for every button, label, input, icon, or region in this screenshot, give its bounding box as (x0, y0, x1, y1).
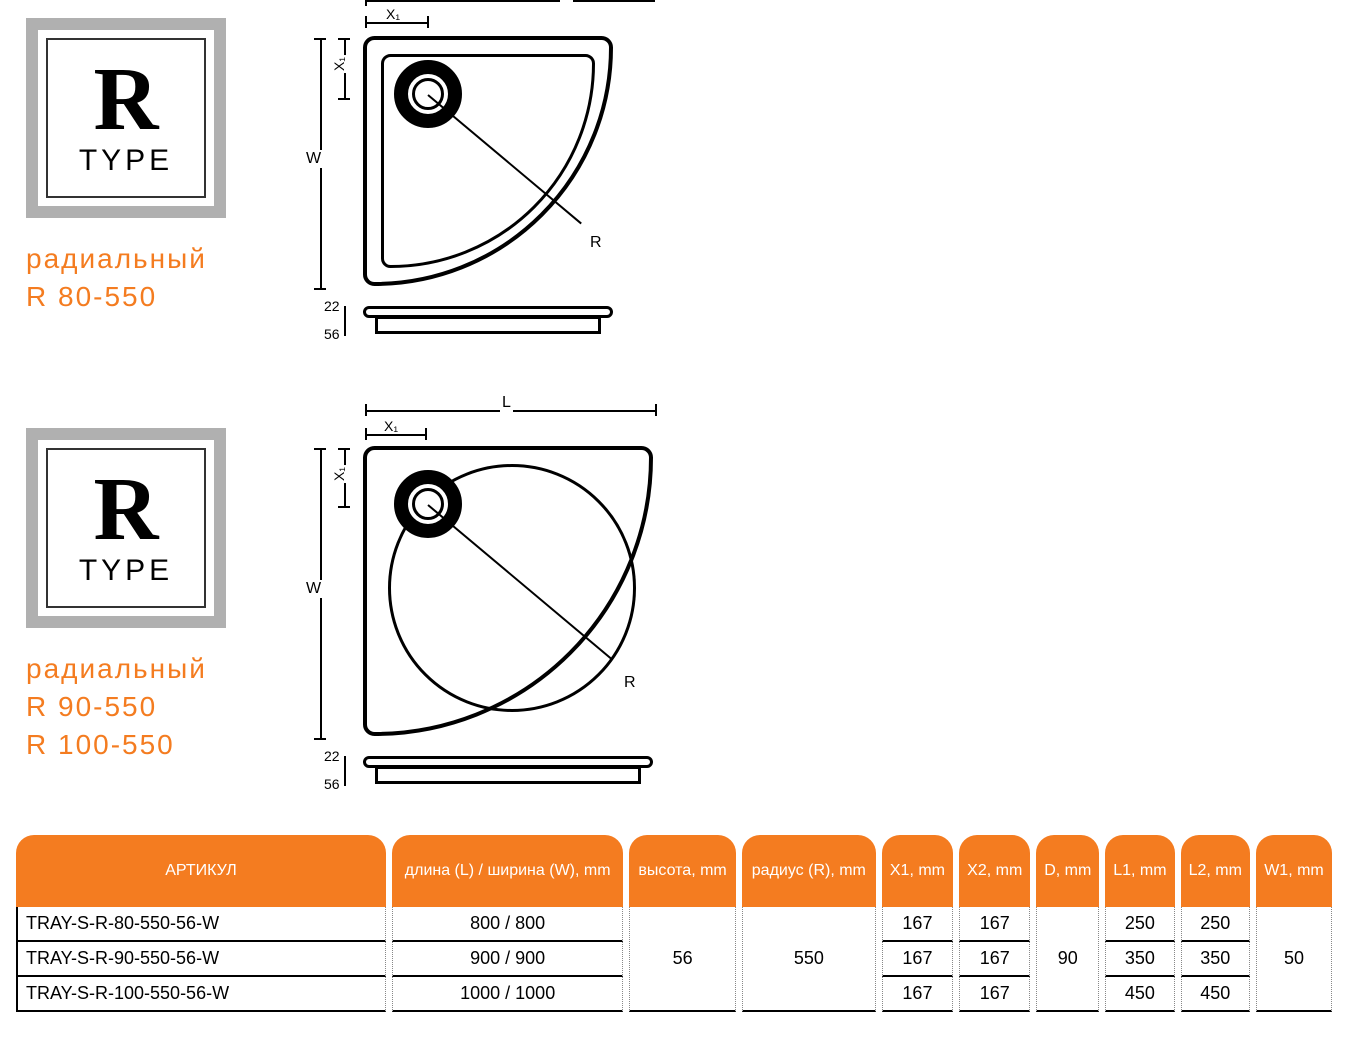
th-h: высота, mm (629, 835, 736, 907)
badge-1-title: радиальный (26, 240, 207, 278)
tick (427, 16, 429, 28)
cell-l1: 450 (1105, 977, 1174, 1012)
badge-1-letter: R (94, 59, 159, 140)
cell-x1: 167 (882, 942, 953, 977)
cell-l2: 350 (1181, 942, 1250, 977)
tick (338, 448, 350, 450)
cell-x2: 167 (959, 977, 1030, 1012)
dim-r-label-1: R (588, 234, 604, 252)
cell-sku: TRAY-S-R-80-550-56-W (16, 907, 386, 942)
type-badge-2-inner: R TYPE (46, 448, 206, 608)
tick (338, 98, 350, 100)
dim-56-label-2: 56 (322, 776, 342, 792)
cell-x1: 167 (882, 907, 953, 942)
tick (425, 428, 427, 440)
cell-l2: 250 (1181, 907, 1250, 942)
cell-x2: 167 (959, 942, 1030, 977)
badge-2-sub: TYPE (79, 554, 173, 588)
dim-x1h-line-2 (365, 434, 425, 436)
dim-l-label-2: L (500, 394, 513, 412)
type-badge-2: R TYPE (26, 428, 226, 628)
dim-x1h-label-2: X₁ (382, 418, 400, 434)
dim-22-label-2: 22 (322, 748, 342, 764)
dim-l-line-1 (365, 0, 655, 2)
tick (655, 404, 657, 416)
th-d: D, mm (1036, 835, 1099, 907)
badge-2-letter: R (94, 469, 159, 550)
th-x1: X1, mm (882, 835, 953, 907)
page: R TYPE радиальный R 80-550 L X₁ W X₁ (0, 0, 1348, 1046)
profile-1-base (375, 316, 601, 334)
tick (365, 16, 367, 28)
tick (314, 38, 326, 40)
th-l1: L1, mm (1105, 835, 1174, 907)
dim-22-label-1: 22 (322, 298, 342, 314)
dim-x1h-line-1 (365, 22, 427, 24)
spec-table: АРТИКУЛ длина (L) / ширина (W), mm высот… (10, 835, 1338, 1012)
table-header-row: АРТИКУЛ длина (L) / ширина (W), mm высот… (16, 835, 1332, 907)
dim-56-line-1 (344, 306, 346, 336)
cell-lw: 1000 / 1000 (392, 977, 623, 1012)
dim-x1h-label-1: X₁ (384, 6, 402, 22)
profile-2-base (375, 766, 641, 784)
th-w1: W1, mm (1256, 835, 1332, 907)
th-r: радиус (R), mm (742, 835, 876, 907)
dim-x1v-label-1: X₁ (331, 55, 347, 73)
cell-x2: 167 (959, 907, 1030, 942)
type-badge-1: R TYPE (26, 18, 226, 218)
th-sku: АРТИКУЛ (16, 835, 386, 907)
tick (365, 404, 367, 416)
tick (314, 448, 326, 450)
spec-table-wrap: АРТИКУЛ длина (L) / ширина (W), mm высот… (10, 835, 1338, 1012)
cell-l2: 450 (1181, 977, 1250, 1012)
cell-lw: 800 / 800 (392, 907, 623, 942)
cell-x1: 167 (882, 977, 953, 1012)
table-row: TRAY-S-R-80-550-56-W 800 / 800 56 550 16… (16, 907, 1332, 942)
diagram-1: L X₁ W X₁ R 22 56 (300, 0, 660, 360)
dim-r-label-2: R (622, 674, 638, 692)
dim-l-label-1: L (560, 0, 573, 2)
cell-d: 90 (1036, 907, 1099, 1012)
cell-sku: TRAY-S-R-100-550-56-W (16, 977, 386, 1012)
dim-w-label-1: W (304, 150, 323, 168)
tick (338, 38, 350, 40)
dim-56-line-2 (344, 756, 346, 786)
th-l2: L2, mm (1181, 835, 1250, 907)
dim-56-label-1: 56 (322, 326, 342, 342)
tick (314, 738, 326, 740)
dim-x1v-label-2: X₁ (331, 465, 347, 483)
tick (365, 428, 367, 440)
tick (365, 0, 367, 6)
badge-1-caption: радиальный R 80-550 (26, 240, 207, 316)
tick (314, 288, 326, 290)
cell-l1: 350 (1105, 942, 1174, 977)
tick (338, 506, 350, 508)
th-lw: длина (L) / ширина (W), mm (392, 835, 623, 907)
diagram-2: L X₁ W X₁ R 22 56 (300, 390, 700, 810)
badge-2-title: радиальный (26, 650, 207, 688)
cell-sku: TRAY-S-R-90-550-56-W (16, 942, 386, 977)
cell-l1: 250 (1105, 907, 1174, 942)
badge-2-models-a: R 90-550 (26, 688, 207, 726)
cell-r: 550 (742, 907, 876, 1012)
badge-1-models: R 80-550 (26, 278, 207, 316)
cell-lw: 900 / 900 (392, 942, 623, 977)
badge-1-sub: TYPE (79, 144, 173, 178)
th-x2: X2, mm (959, 835, 1030, 907)
badge-2-models-b: R 100-550 (26, 726, 207, 764)
cell-w1: 50 (1256, 907, 1332, 1012)
dim-w-label-2: W (304, 580, 323, 598)
cell-h: 56 (629, 907, 736, 1012)
type-badge-1-inner: R TYPE (46, 38, 206, 198)
badge-2-caption: радиальный R 90-550 R 100-550 (26, 650, 207, 763)
